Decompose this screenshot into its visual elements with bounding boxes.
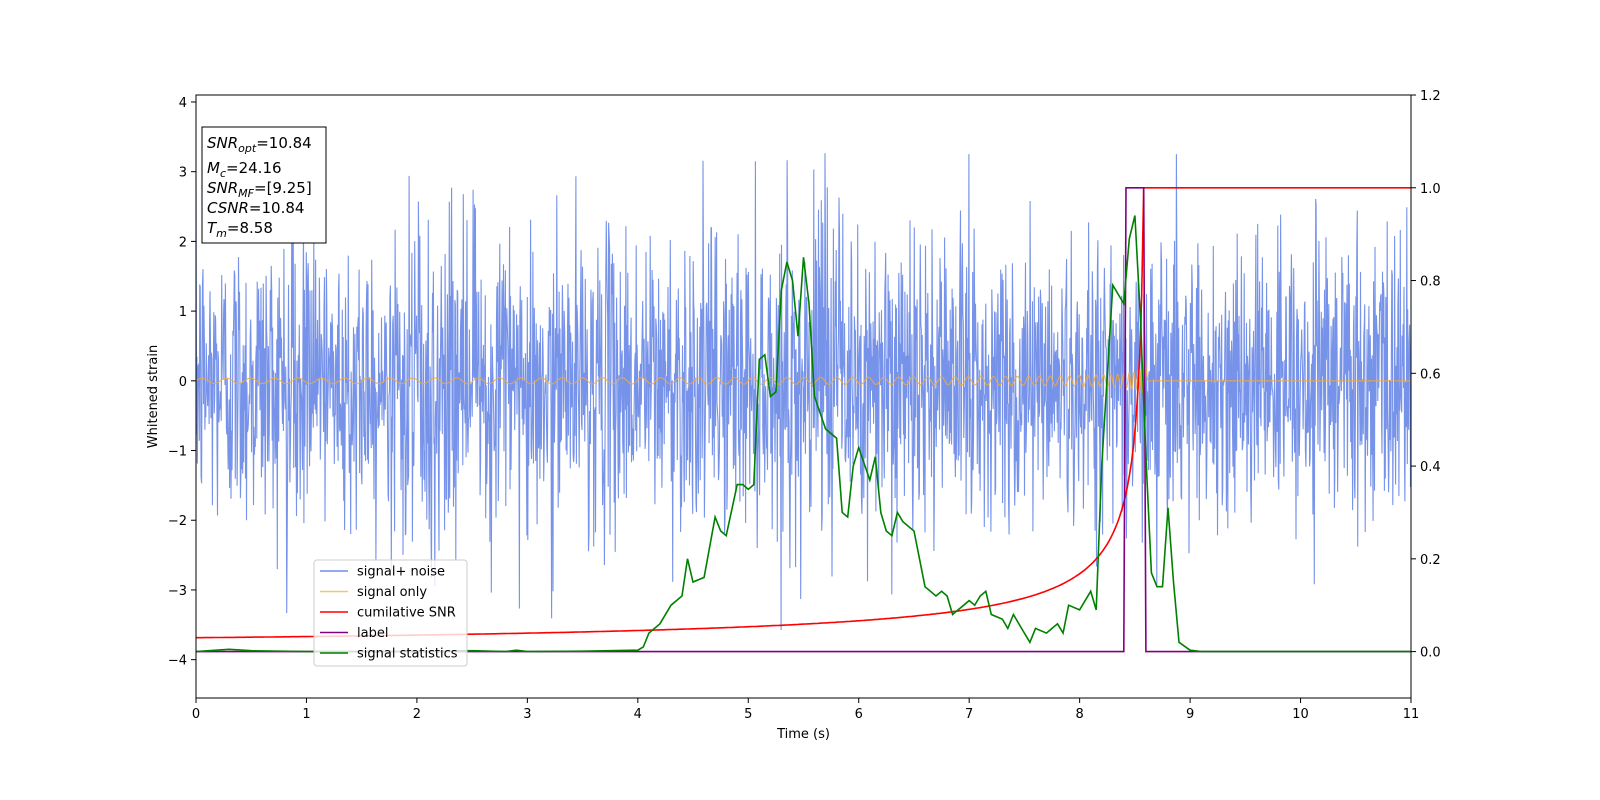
- series-signal-only-line: [196, 294, 1411, 393]
- legend-label: signal statistics: [357, 647, 458, 662]
- y-left-tick-label: −3: [168, 584, 187, 599]
- legend: signal+ noise signal only cumilative SNR la…: [313, 559, 468, 667]
- legend-frame: [313, 559, 468, 667]
- x-tick-label: 8: [1075, 707, 1083, 722]
- x-tick-label: 9: [1186, 707, 1194, 722]
- y-left-tick-label: −1: [168, 445, 187, 460]
- snr-mf-text: SNRMF=[9.25]: [207, 179, 312, 200]
- info-box: SNRopt=10.84 Mc=24.16 SNRMF=[9.25] CSNR=…: [201, 126, 327, 244]
- x-tick-label: 3: [523, 707, 531, 722]
- x-tick-label: 5: [744, 707, 752, 722]
- series-label-line: [196, 187, 1411, 653]
- y-left-tick-label: −2: [168, 514, 187, 529]
- x-tick-label: 10: [1292, 707, 1309, 722]
- series-signal-statistics-line: [196, 215, 1411, 653]
- x-tick-label: 7: [965, 707, 973, 722]
- y-axis-label: Whitened strain: [146, 345, 161, 448]
- snr-opt-text: SNRopt=10.84: [207, 134, 312, 155]
- x-tick-label: 4: [634, 707, 642, 722]
- y-right-tick-label: 0.4: [1420, 460, 1441, 475]
- y-left-tick-label: 2: [179, 235, 187, 250]
- mc-text: Mc=24.16: [207, 159, 282, 180]
- x-tick-label: 11: [1403, 707, 1420, 722]
- legend-label: cumilative SNR: [357, 606, 456, 621]
- y-left-tick-label: 3: [179, 166, 187, 181]
- legend-label: label: [357, 626, 388, 641]
- legend-label: signal only: [357, 585, 427, 600]
- plot-frame: [195, 94, 1412, 699]
- y-left-tick-label: 0: [179, 375, 187, 390]
- y-left-tick-label: −4: [168, 654, 187, 669]
- x-tick-label: 1: [302, 707, 310, 722]
- y-right-tick-label: 1.2: [1420, 89, 1441, 104]
- legend-items: signal+ noise signal only cumilative SNR la…: [320, 565, 458, 662]
- x-tick-label: 0: [192, 707, 200, 722]
- y-left-tick-label: 4: [179, 96, 187, 111]
- y-right-tick-label: 0.2: [1420, 553, 1441, 568]
- tm-text: Tm=8.58: [207, 219, 273, 240]
- csnr-text: CSNR=10.84: [207, 199, 304, 217]
- y-right-tick-label: 0.0: [1420, 646, 1441, 661]
- x-tick-label: 2: [413, 707, 421, 722]
- info-box-frame: [201, 126, 327, 244]
- x-tick-label: 6: [855, 707, 863, 722]
- legend-label: signal+ noise: [357, 565, 445, 580]
- x-axis-label: Time (s): [776, 727, 830, 742]
- y-left-tick-label: 1: [179, 305, 187, 320]
- y-right-tick-label: 0.8: [1420, 275, 1441, 290]
- y-right-tick-label: 1.0: [1420, 182, 1441, 197]
- y-right-tick-label: 0.6: [1420, 367, 1441, 382]
- axes-layer: 0 1 2 3 4 5 6 7 8 9 10 11 −4 −3 −2 −1 0 1 2 3 4 0.0 0.2 0.4 0.6 0…: [168, 89, 1441, 722]
- series-signal-noise-line: [196, 153, 1411, 631]
